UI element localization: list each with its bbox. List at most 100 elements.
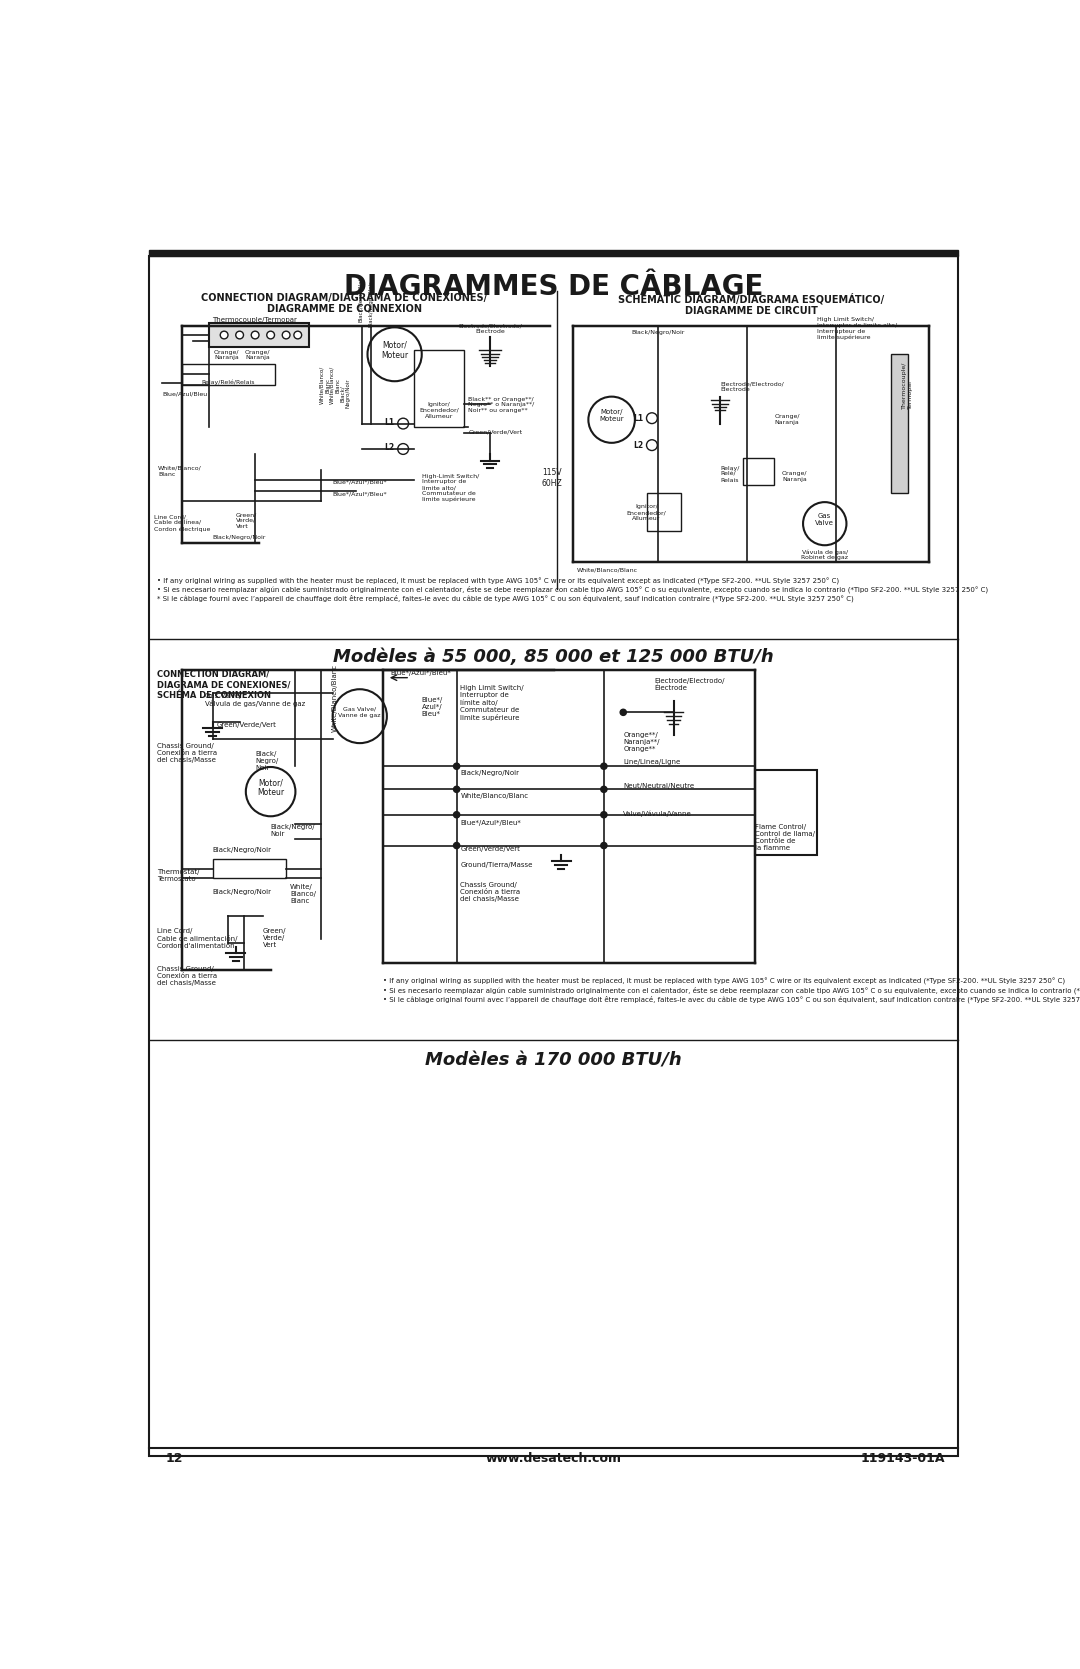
Circle shape [267, 330, 274, 339]
Text: Motor/
Moteur: Motor/ Moteur [257, 778, 284, 798]
Bar [647, 492, 681, 531]
Bar [743, 459, 774, 486]
Text: Orange/
Naranja: Orange/ Naranja [782, 471, 808, 482]
Text: Gas Valve/
Válvula de gas/Vanne de gaz: Gas Valve/ Válvula de gas/Vanne de gaz [205, 693, 305, 706]
Text: Vávula de gas/
Robinet de gaz: Vávula de gas/ Robinet de gaz [801, 549, 848, 561]
Text: Black/Negro/Noir: Black/Negro/Noir [631, 330, 685, 335]
Text: Blue*/Azul*/Bleu*: Blue*/Azul*/Bleu* [391, 669, 451, 676]
Text: Chassis Ground/
Conexión a tierra
del chasis/Masse: Chassis Ground/ Conexión a tierra del ch… [460, 881, 521, 901]
Text: Green/
Verde/
Vert: Green/ Verde/ Vert [235, 512, 257, 529]
Text: Black/Negro/Noir: Black/Negro/Noir [460, 769, 519, 776]
Text: Orange/
Naranja: Orange/ Naranja [774, 414, 800, 426]
Text: White/Blanco/
Blanc: White/Blanco/ Blanc [159, 466, 202, 477]
Circle shape [454, 786, 460, 793]
Text: Blue*/Azul*/Bleu*: Blue*/Azul*/Bleu* [333, 479, 388, 484]
Text: SCHEMATIC DIAGRAM/DIAGRAMA ESQUEМÁTICO/
DIAGRAMME DE CIRCUIT: SCHEMATIC DIAGRAM/DIAGRAMA ESQUEМÁTICO/ … [618, 292, 885, 315]
Text: Black/
Negro/Noir: Black/ Negro/Noir [339, 379, 350, 409]
Circle shape [600, 843, 607, 848]
Text: Line Cord/
Cable de línea/
Cordon électrique: Line Cord/ Cable de línea/ Cordon électr… [154, 514, 211, 532]
Circle shape [454, 843, 460, 848]
Text: CONNECTION DIAGRAM/
DIAGRAMA DE CONEXIONES/
SCHÉMA DE CONNEXION: CONNECTION DIAGRAM/ DIAGRAMA DE CONEXION… [157, 669, 291, 699]
Circle shape [620, 709, 626, 716]
Text: Electrode/Electrodo/
Électrode: Electrode/Electrodo/ Électrode [654, 678, 725, 691]
Text: Chassis Ground/
Conexión a tierra
del chasis/Masse: Chassis Ground/ Conexión a tierra del ch… [157, 966, 217, 986]
Bar [891, 354, 907, 492]
Text: Black/Negro/
Noir: Black/Negro/ Noir [271, 824, 315, 836]
Text: High-Limit Switch/
Interruptor de
limite alto/
Commutateur de
limite supérieure: High-Limit Switch/ Interruptor de limite… [422, 474, 480, 502]
Text: Blue*/Azul*/Bleu*: Blue*/Azul*/Bleu* [333, 491, 388, 496]
Text: Orange/
Naranja: Orange/ Naranja [214, 350, 239, 361]
Text: Blue*/Azul*/Bleu*: Blue*/Azul*/Bleu* [460, 819, 522, 826]
Text: Chassis Ground/
Conexión a tierra
del chasis/Masse: Chassis Ground/ Conexión a tierra del ch… [157, 743, 217, 763]
Text: Thermocouple/
Termopar: Thermocouple/ Termopar [902, 362, 913, 409]
Text: • If any original wiring as supplied with the heater must be replaced, it must b: • If any original wiring as supplied wit… [383, 978, 1080, 1003]
Text: White/Blanco/
Blanc: White/Blanco/ Blanc [329, 366, 340, 404]
Text: Black/Negro/Noir: Black/Negro/Noir [213, 890, 271, 896]
Text: High Limit Switch/
Interruptor de limite alto/
Interrupteur de
limite supérieure: High Limit Switch/ Interruptor de limite… [816, 317, 897, 340]
Circle shape [294, 330, 301, 339]
Text: Black/Negro/Noir: Black/Negro/Noir [369, 280, 374, 327]
Text: Green/Verde/Vert: Green/Verde/Vert [460, 846, 521, 851]
Text: Orange/
Naranja: Orange/ Naranja [245, 350, 270, 361]
Bar [414, 350, 464, 427]
Bar [755, 769, 816, 855]
Text: 115V
60HZ: 115V 60HZ [542, 469, 563, 487]
Text: L2: L2 [634, 441, 644, 451]
Text: Black/Negro/Noir: Black/Negro/Noir [359, 275, 364, 322]
Text: CONNECTION DIAGRAM/DIAGRAMA DE CONEXIONES/
DIAGRAMME DE CONNEXION: CONNECTION DIAGRAM/DIAGRAMA DE CONEXIONE… [201, 292, 487, 314]
Circle shape [454, 811, 460, 818]
Text: Green/Verde/Vert: Green/Verde/Vert [469, 429, 523, 434]
Text: Black/Negro/Noir: Black/Negro/Noir [213, 536, 266, 541]
Text: L1: L1 [634, 414, 644, 424]
Circle shape [600, 763, 607, 769]
Circle shape [282, 330, 291, 339]
Text: Modèles à 55 000, 85 000 et 125 000 BTU/h: Modèles à 55 000, 85 000 et 125 000 BTU/… [333, 649, 774, 666]
Bar [149, 250, 958, 257]
Bar [213, 858, 286, 878]
Text: Black/Negro/Noir: Black/Negro/Noir [213, 848, 271, 853]
Text: Black** or Orange**/
Negro** o Naranja**/
Noir** ou orange**: Black** or Orange**/ Negro** o Naranja**… [469, 397, 535, 414]
Text: Thermocouple/Termopar: Thermocouple/Termopar [213, 317, 297, 324]
Text: Modèles à 170 000 BTU/h: Modèles à 170 000 BTU/h [426, 1051, 681, 1070]
Circle shape [220, 330, 228, 339]
Text: • If any original wiring as supplied with the heater must be replaced, it must b: • If any original wiring as supplied wit… [157, 577, 988, 603]
Text: Valve/Vávula/Vanne: Valve/Vávula/Vanne [623, 809, 692, 816]
Text: Gas Valve/
Vanne de gaz: Gas Valve/ Vanne de gaz [338, 708, 381, 718]
Circle shape [252, 330, 259, 339]
Text: Ignitor/
Encendedor/
Allumeur: Ignitor/ Encendedor/ Allumeur [419, 402, 459, 419]
Text: Black/
Negro/
Noir: Black/ Negro/ Noir [255, 751, 279, 771]
Circle shape [600, 786, 607, 793]
Text: Line Cord/
Cable de alimentación/
Cordon d'alimentation: Line Cord/ Cable de alimentación/ Cordon… [157, 928, 238, 950]
Text: White/Blanco/
Blanc: White/Blanco/ Blanc [320, 366, 330, 404]
Text: Green/Verde/Vert: Green/Verde/Vert [216, 723, 276, 728]
Text: Blue/Azul/Bleu: Blue/Azul/Bleu [162, 391, 207, 396]
Bar [181, 364, 274, 386]
Text: 119143-01A: 119143-01A [861, 1452, 945, 1465]
Circle shape [600, 811, 607, 818]
Text: Relay/Relé/Relais: Relay/Relé/Relais [201, 379, 255, 386]
Text: Flame Control/
Control de llama/
Contrôle de
la flamme: Flame Control/ Control de llama/ Contrôl… [755, 824, 815, 851]
Text: L1: L1 [384, 419, 394, 427]
Text: L2: L2 [384, 442, 394, 452]
Circle shape [454, 763, 460, 769]
Text: Gas
Valve: Gas Valve [815, 514, 834, 526]
Text: Ignitor/
Encendedor/
Allumeur: Ignitor/ Encendedor/ Allumeur [626, 504, 666, 521]
Text: Electrode/Electrodo/
Électrode: Electrode/Electrodo/ Électrode [458, 324, 522, 334]
Text: White/Blanco/Blanc: White/Blanco/Blanc [332, 664, 338, 731]
Bar [208, 324, 309, 347]
Text: Ground/Tierra/Masse: Ground/Tierra/Masse [460, 863, 532, 868]
Circle shape [235, 330, 243, 339]
Text: High Limit Switch/
Interruptor de
límite alto/
Commutateur de
limite supérieure: High Limit Switch/ Interruptor de límite… [460, 686, 524, 721]
Text: White/Blanco/Blanc: White/Blanco/Blanc [577, 567, 638, 572]
Text: Motor/
Moteur: Motor/ Moteur [599, 409, 624, 422]
Text: www.desatech.com: www.desatech.com [486, 1452, 621, 1465]
Text: 12: 12 [166, 1452, 184, 1465]
Text: Neut/Neutral/Neutre: Neut/Neutral/Neutre [623, 783, 694, 789]
Text: Relay/
Relé/
Relais: Relay/ Relé/ Relais [720, 466, 740, 482]
Text: Motor/
Moteur: Motor/ Moteur [381, 340, 408, 361]
Text: Green/
Verde/
Vert: Green/ Verde/ Vert [262, 928, 286, 948]
Text: Blue*/
Azul*/
Bleu*: Blue*/ Azul*/ Bleu* [422, 698, 443, 718]
Text: White/
Blanco/
Blanc: White/ Blanco/ Blanc [291, 885, 316, 905]
Text: DIAGRAMMES DE CÂBLAGE: DIAGRAMMES DE CÂBLAGE [343, 274, 764, 302]
Text: Thermostat/
Termostato: Thermostat/ Termostato [157, 868, 199, 881]
